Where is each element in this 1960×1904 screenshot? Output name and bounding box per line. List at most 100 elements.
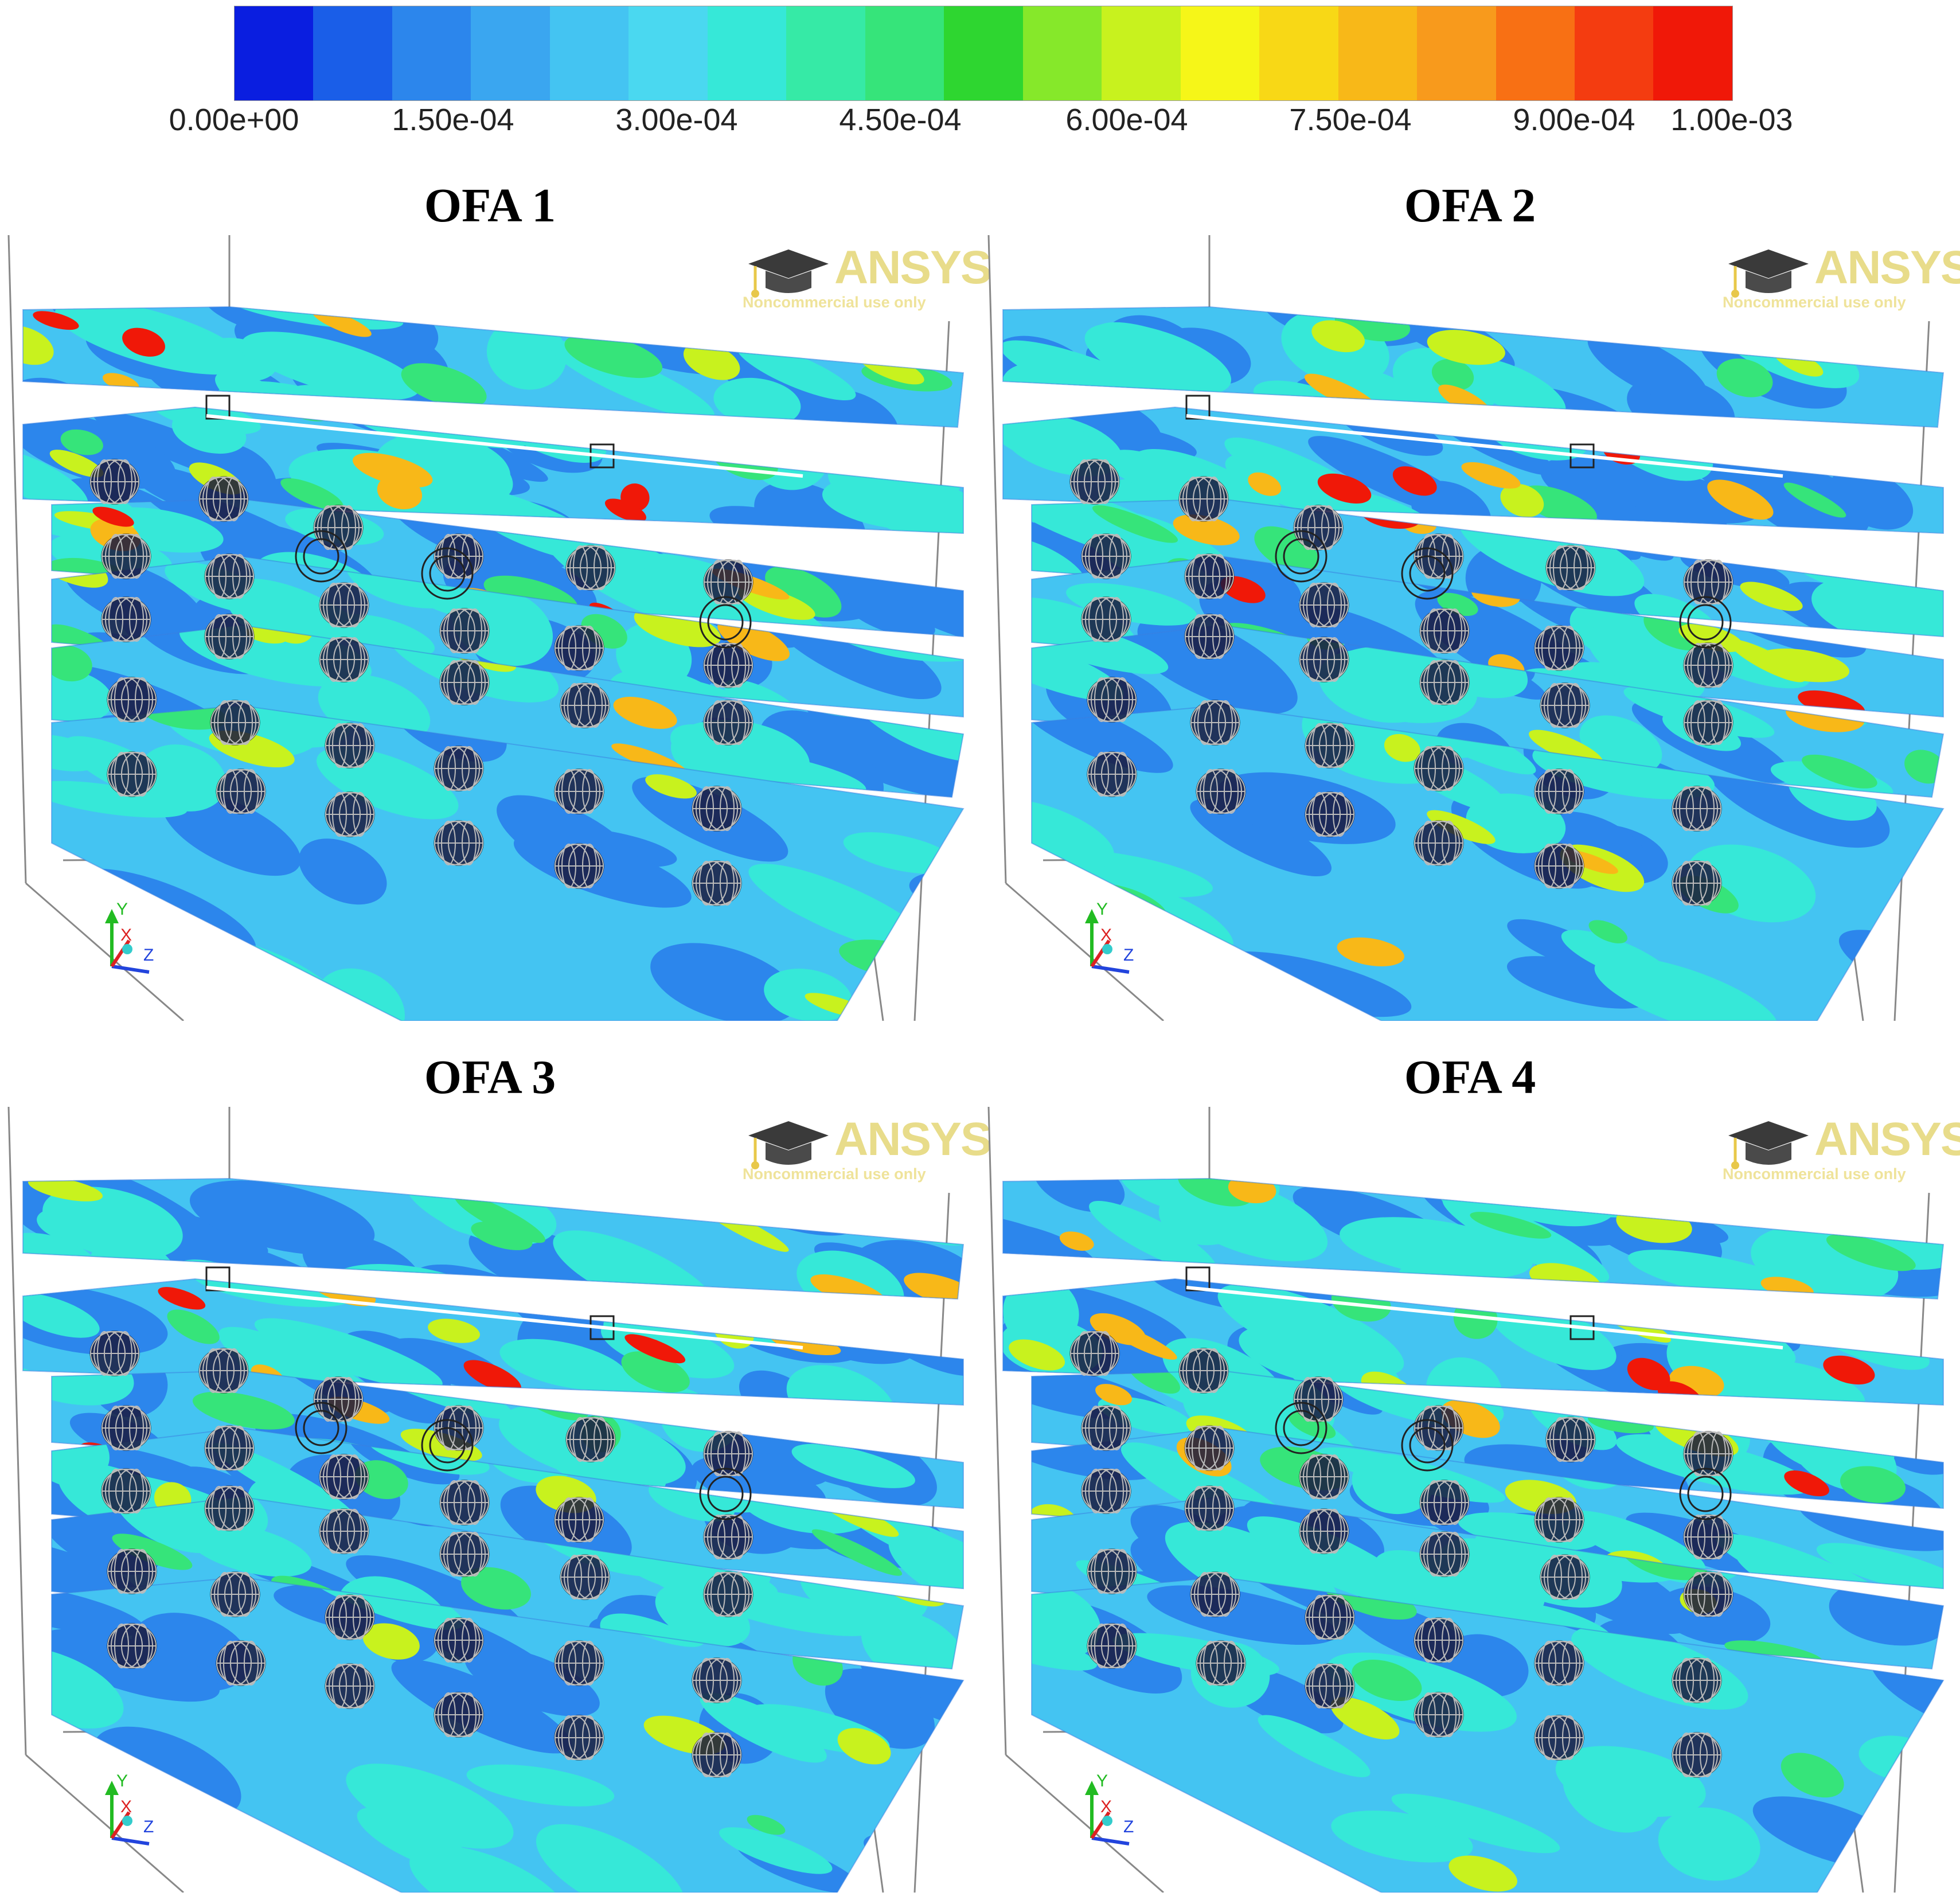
burner-icon (434, 820, 484, 866)
burner-icon (1081, 533, 1131, 579)
burner-icon (1672, 1657, 1722, 1703)
logo-subtext: Noncommercial use only (743, 1165, 926, 1183)
burner-icon (692, 860, 742, 906)
burner-icon (198, 1348, 249, 1394)
axis-label-z: Z (143, 1817, 154, 1836)
graduation-cap-icon (748, 249, 829, 298)
burner-icon (1414, 820, 1464, 866)
colorbar-swatch (1022, 6, 1102, 100)
burner-icon (1419, 1531, 1470, 1577)
burner-icon (1672, 860, 1722, 906)
colorbar-tick-label: 6.00e-04 (1065, 103, 1188, 137)
burner-icon (560, 1554, 610, 1600)
colorbar-tick-label: 1.00e-03 (1670, 103, 1793, 137)
burner-icon (89, 459, 140, 505)
burner-icon (1069, 459, 1120, 505)
logo-subtext: Noncommercial use only (743, 294, 926, 311)
burner-icon (1299, 1508, 1349, 1554)
burner-icon (1087, 1548, 1137, 1594)
burner-icon (1534, 768, 1584, 814)
colorbar-swatch (944, 6, 1023, 100)
burner-icon (692, 1657, 742, 1703)
burner-icon (560, 682, 610, 728)
burner-icon (210, 1571, 260, 1617)
axis-label-x: X (120, 1797, 132, 1816)
contour-scene: YXZ (987, 235, 1945, 1021)
burner-icon (216, 768, 266, 814)
logo-wordmark: ANSYS (1814, 1113, 1960, 1165)
burner-icon (1293, 505, 1344, 551)
graduation-cap-icon (1728, 1121, 1809, 1169)
burner-icon (204, 553, 255, 599)
colorbar-swatch (392, 6, 471, 100)
burner-icon (1299, 637, 1349, 682)
burner-icon (1672, 1732, 1722, 1778)
burner-icon (325, 791, 375, 837)
burner-icon (1540, 1554, 1590, 1600)
colorbar-swatch (313, 6, 392, 100)
colorbar-swatch (471, 6, 550, 100)
axis-triad-icon: YXZ (1085, 900, 1134, 974)
burner-icon (210, 700, 260, 746)
burner-icon (434, 1692, 484, 1738)
slab-gap (206, 414, 803, 478)
burner-icon (204, 1485, 255, 1531)
axis-label-z: Z (143, 946, 154, 965)
burner-icon (1184, 553, 1235, 599)
colorbar-swatch (1574, 6, 1654, 100)
axis-label-x: X (1100, 1797, 1112, 1816)
colorbar-swatch (786, 6, 865, 100)
burner-icon (1069, 1331, 1120, 1376)
burner-icon (1672, 786, 1722, 832)
burner-icon (1299, 1454, 1349, 1500)
ofa-port-icon (1401, 547, 1454, 600)
burner-icon (1683, 559, 1733, 605)
burner-icon (1081, 1405, 1131, 1451)
burner-icon (1534, 1497, 1584, 1543)
burner-icon (1534, 843, 1584, 889)
burner-icon (89, 1331, 140, 1376)
colorbar-swatch (1102, 6, 1181, 100)
panel-title: OFA 1 (424, 179, 556, 232)
colorbar-tick-label: 1.50e-04 (392, 103, 514, 137)
burner-icon (1087, 751, 1137, 797)
burner-icon (554, 625, 604, 671)
burner-icon (703, 642, 753, 688)
ansys-logo: ANSYS Noncommercial use only (743, 241, 992, 315)
burner-icon (1683, 1514, 1733, 1560)
axis-label-y: Y (1096, 900, 1108, 919)
burner-icon (1305, 791, 1355, 837)
burner-icon (101, 1405, 151, 1451)
burner-icon (1534, 1640, 1584, 1686)
burner-icon (434, 746, 484, 791)
burner-icon (1196, 768, 1246, 814)
burner-icon (703, 1431, 753, 1477)
burner-icon (554, 1715, 604, 1761)
logo-wordmark: ANSYS (834, 1113, 992, 1165)
logo-wordmark: ANSYS (1814, 241, 1960, 294)
colorbar-swatch (1259, 6, 1338, 100)
burner-icon (313, 1376, 364, 1422)
ofa-port-icon (1275, 530, 1328, 583)
panel-title: OFA 4 (1404, 1051, 1536, 1104)
colorbar-swatch (628, 6, 708, 100)
slab-gap (206, 1286, 803, 1349)
burner-icon (703, 1514, 753, 1560)
slab-gap (1186, 414, 1783, 478)
ofa-port-icon (1401, 1419, 1454, 1472)
colorbar-tick-label: 7.50e-04 (1289, 103, 1412, 137)
axis-label-x: X (120, 926, 132, 945)
axis-triad-icon: YXZ (1085, 1772, 1134, 1846)
ofa-port-icon (1275, 1402, 1328, 1454)
burner-icon (1545, 545, 1596, 591)
axis-label-y: Y (1096, 1772, 1108, 1790)
burner-icon (101, 1468, 151, 1514)
burner-icon (1178, 476, 1229, 522)
burner-icon (1414, 1692, 1464, 1738)
burner-icon (439, 1480, 490, 1525)
burner-icon (554, 1640, 604, 1686)
burner-icon (439, 608, 490, 654)
contour-scene: YXZ (7, 235, 965, 1021)
burner-icon (325, 723, 375, 768)
